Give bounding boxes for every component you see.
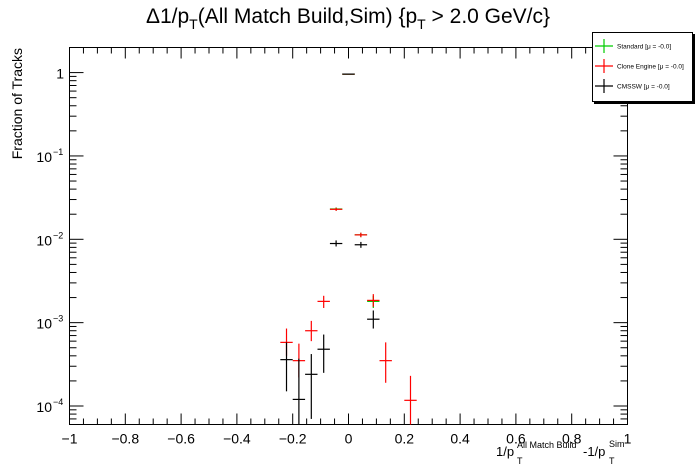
x-axis: −1 −0.8 −0.6 −0.4 −0.2 0 0.2 0.4 0.6 0.8 1 [62, 47, 632, 447]
x-tick-label: 0 [345, 431, 353, 447]
x-tick-label: 0.4 [450, 431, 470, 447]
legend-shadow-bottom [594, 102, 695, 104]
y-tick-label: 1 [56, 66, 64, 82]
xlabel-sup-2: Sim [609, 439, 625, 449]
svg-text:Δ1/pT(All Match Build,Sim) {pT: Δ1/pT(All Match Build,Sim) {pT > 2.0 GeV… [146, 5, 550, 32]
series-1 [329, 73, 380, 308]
title-sub-1: T [189, 16, 198, 32]
xlabel-part-b: -1/p [583, 444, 605, 459]
series-layer [280, 73, 417, 425]
title-part-b: (All Match Build,Sim) {p [198, 5, 417, 28]
legend-entry: Standard [μ = -0.0] [595, 39, 671, 53]
x-tick-label: −0.6 [167, 431, 195, 447]
x-tick-label: −0.4 [223, 431, 251, 447]
y-tick-exponent: −3 [53, 314, 63, 324]
svg-text:All Match Build: All Match Build [517, 440, 577, 450]
y-axis-label: Fraction of Tracks [9, 48, 25, 159]
series-3 [280, 73, 380, 425]
legend-label: Clone Engine [μ = -0.0] [617, 64, 684, 71]
xlabel-sup-1: All Match Build [517, 440, 577, 450]
xlabel-sub-1: T [517, 456, 523, 466]
data-point [354, 232, 368, 238]
data-point [367, 310, 380, 329]
legend: Standard [μ = -0.0] Clone Engine [μ = -0.… [592, 32, 695, 104]
y-tick-label: 10 [36, 232, 52, 248]
y-tick-exponent: −2 [53, 230, 63, 240]
data-point [317, 334, 330, 373]
y-axis: 110−110−210−310−4 [36, 47, 628, 425]
data-point [404, 375, 417, 425]
y-tick-label: 10 [36, 316, 52, 332]
data-point [354, 241, 368, 248]
xlabel-part-a: 1/p [496, 444, 514, 459]
legend-shadow-right [693, 34, 695, 103]
data-point [367, 294, 380, 307]
legend-label: CMSSW [μ = -0.0] [617, 84, 670, 91]
legend-label: Standard [μ = -0.0] [617, 44, 671, 51]
x-tick-label: 0.6 [506, 431, 526, 447]
data-point [305, 354, 318, 419]
xlabel-sub-2: T [609, 456, 615, 466]
y-tick-exponent: −4 [53, 397, 63, 407]
legend-entry: CMSSW [μ = -0.0] [595, 79, 670, 93]
x-tick-label: 0.8 [562, 431, 582, 447]
svg-text:-1/p: -1/p [583, 444, 605, 459]
data-point [292, 358, 306, 425]
data-point [280, 342, 293, 392]
series-2 [280, 73, 417, 425]
svg-text:Sim: Sim [609, 439, 625, 449]
x-tick-label: −1 [62, 431, 78, 447]
y-tick-label: 10 [36, 149, 52, 165]
data-point [317, 295, 330, 308]
title-sub-2: T [417, 16, 426, 32]
svg-text:T: T [609, 456, 615, 466]
svg-text:T: T [517, 456, 523, 466]
plot-frame [69, 47, 628, 425]
title-part-c: > 2.0 GeV/c} [426, 5, 550, 28]
y-tick-label: 10 [36, 399, 52, 415]
chart-title: Δ1/pT(All Match Build,Sim) {pT > 2.0 GeV… [146, 5, 550, 32]
title-part-a: Δ1/p [146, 5, 189, 28]
svg-text:1/p: 1/p [496, 444, 514, 459]
data-point [379, 342, 392, 383]
x-tick-label: −0.2 [279, 431, 307, 447]
data-point [329, 207, 343, 211]
x-tick-label: −0.8 [111, 431, 139, 447]
legend-box [592, 32, 693, 102]
data-point [329, 240, 343, 247]
x-tick-label: 0.2 [395, 431, 415, 447]
legend-entry: Clone Engine [μ = -0.0] [595, 59, 684, 73]
y-tick-exponent: −1 [53, 147, 63, 157]
data-point [305, 320, 318, 342]
x-tick-label: 1 [624, 431, 632, 447]
x-axis-label: 1/p All Match Build T -1/p Sim T [496, 439, 625, 466]
